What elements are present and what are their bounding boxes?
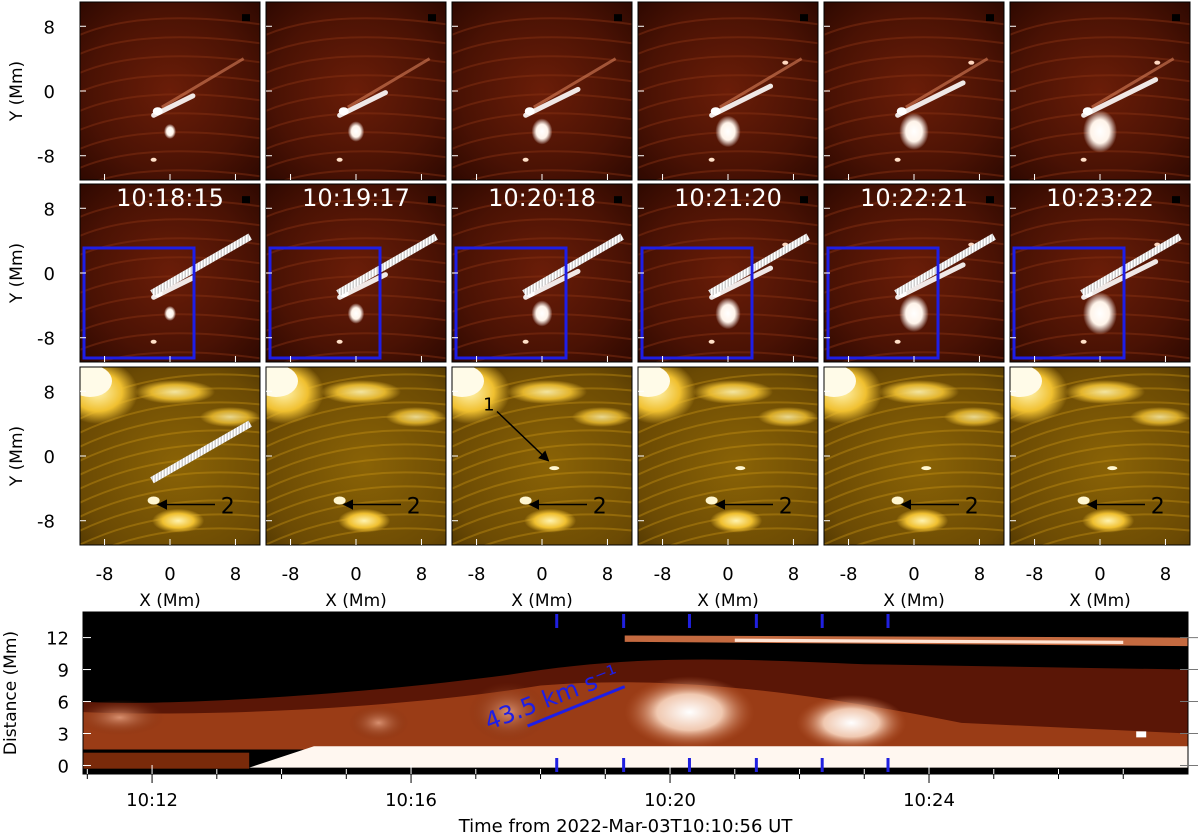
image-panel: 10:18:15 — [79, 183, 261, 363]
timestamp-label: 10:18:15 — [116, 184, 224, 212]
x-axis-label: X (Mm) — [139, 591, 201, 611]
slit-overlay — [522, 233, 624, 297]
x-tick-label: -8 — [282, 564, 300, 585]
timestamp-label: 10:19:17 — [302, 184, 410, 212]
arrow-1 — [496, 410, 550, 462]
x-tick-label: -8 — [1026, 564, 1044, 585]
y-tick-label: 0 — [44, 82, 55, 103]
distance-tick-label: 9 — [58, 661, 69, 682]
y-axis-label: Y (Mm) — [7, 61, 27, 122]
image-panel: 10:19:17 — [265, 183, 447, 363]
timestamp-label: 10:20:18 — [488, 184, 596, 212]
x-tick-label: 8 — [230, 564, 241, 585]
x-tick-label: 0 — [164, 564, 175, 585]
x-axis-label: X (Mm) — [883, 591, 945, 611]
timestamp-label: 10:23:22 — [1046, 184, 1154, 212]
image-panel: 2 — [265, 366, 447, 546]
x-axis-label: X (Mm) — [325, 591, 387, 611]
y-tick-label: 0 — [44, 447, 55, 468]
zoom-box — [640, 246, 754, 360]
x-tick-label: 0 — [1094, 564, 1105, 585]
arrow-label-2: 2 — [1151, 495, 1165, 520]
image-panel: 2 — [1009, 366, 1191, 546]
y-tick-label: 8 — [44, 382, 55, 403]
slit-overlay — [336, 233, 438, 297]
time-tick-label: 10:24 — [903, 790, 955, 811]
x-axis-label: X (Mm) — [511, 591, 573, 611]
zoom-box — [1012, 246, 1126, 360]
x-tick-label: 0 — [908, 564, 919, 585]
x-tick-label: 8 — [416, 564, 427, 585]
speed-fit-line — [527, 685, 626, 728]
x-tick-label: 0 — [722, 564, 733, 585]
arrow-label-2: 2 — [593, 495, 607, 520]
x-tick-label: 8 — [602, 564, 613, 585]
distance-axis-label: Distance (Mm) — [1, 631, 21, 755]
zoom-box — [268, 246, 382, 360]
timestamp-label: 10:21:20 — [674, 184, 782, 212]
zoom-box — [82, 246, 196, 360]
slit-overlay — [150, 420, 252, 484]
image-panel: 2 — [79, 366, 261, 546]
y-tick-label: 0 — [44, 264, 55, 285]
image-panel — [79, 1, 261, 181]
time-axis-label: Time from 2022-Mar-03T10:10:56 UT — [458, 816, 794, 837]
arrow-label-2: 2 — [221, 495, 235, 520]
x-axis-label: X (Mm) — [697, 591, 759, 611]
y-axis-label: Y (Mm) — [7, 243, 27, 304]
time-tick-label: 10:12 — [126, 790, 178, 811]
time-tick-label: 10:16 — [385, 790, 437, 811]
y-tick-label: -8 — [37, 329, 55, 350]
y-tick-label: -8 — [37, 512, 55, 533]
x-tick-label: 0 — [350, 564, 361, 585]
x-tick-label: -8 — [654, 564, 672, 585]
distance-tick-label: 0 — [58, 756, 69, 777]
image-panel: 10:23:22 — [1009, 183, 1191, 363]
arrow-label-2: 2 — [407, 495, 421, 520]
x-tick-label: 0 — [536, 564, 547, 585]
image-panel — [1009, 1, 1191, 181]
x-tick-label: -8 — [468, 564, 486, 585]
distance-tick-label: 6 — [58, 693, 69, 714]
distance-tick-label: 3 — [58, 725, 69, 746]
image-panel: 2 — [637, 366, 819, 546]
y-tick-label: -8 — [37, 147, 55, 168]
image-panel: 10:21:20 — [637, 183, 819, 363]
image-panel: 21 — [451, 366, 633, 546]
image-panel: 10:22:21 — [823, 183, 1005, 363]
image-panel: 2 — [823, 366, 1005, 546]
image-panel — [451, 1, 633, 181]
x-tick-label: -8 — [96, 564, 114, 585]
time-tick-label: 10:20 — [644, 790, 696, 811]
arrow-label-2: 2 — [965, 495, 979, 520]
image-panel — [265, 1, 447, 181]
y-axis-label: Y (Mm) — [7, 426, 27, 487]
zoom-box — [826, 246, 940, 360]
x-tick-label: 8 — [788, 564, 799, 585]
y-tick-label: 8 — [44, 199, 55, 220]
image-panel: 10:20:18 — [451, 183, 633, 363]
image-panel — [823, 1, 1005, 181]
image-panel — [637, 1, 819, 181]
y-tick-label: 8 — [44, 17, 55, 38]
x-axis-label: X (Mm) — [1069, 591, 1131, 611]
distance-tick-label: 12 — [46, 629, 69, 650]
arrow-label-2: 2 — [779, 495, 793, 520]
slit-overlay — [708, 233, 810, 297]
slit-overlay — [1080, 233, 1182, 297]
arrow-label-1: 1 — [483, 395, 494, 416]
zoom-box — [454, 246, 568, 360]
slit-overlay — [150, 233, 252, 297]
timestamp-label: 10:22:21 — [860, 184, 968, 212]
x-tick-label: 8 — [974, 564, 985, 585]
slit-overlay — [894, 233, 996, 297]
x-tick-label: 8 — [1160, 564, 1171, 585]
x-tick-label: -8 — [840, 564, 858, 585]
